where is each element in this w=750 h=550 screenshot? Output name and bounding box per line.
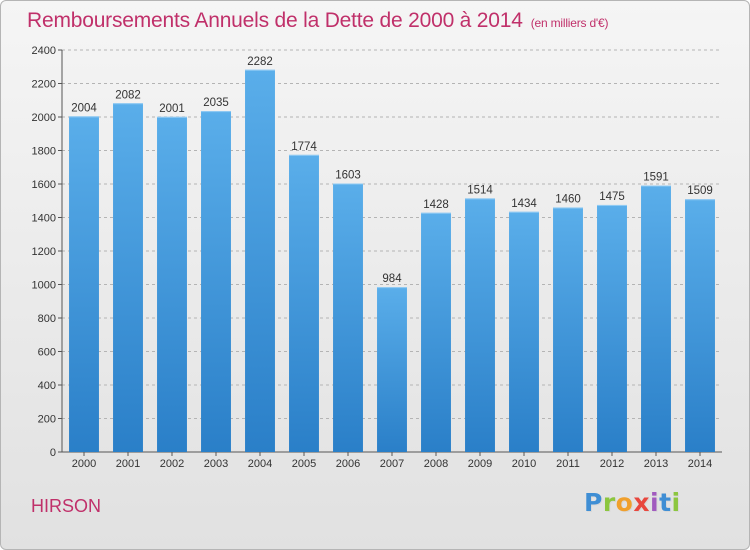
bar <box>69 116 99 452</box>
chart-title: Remboursements Annuels de la Dette de 20… <box>27 9 608 33</box>
data-label: 1603 <box>335 169 361 181</box>
bars <box>69 69 715 453</box>
data-label: 1460 <box>555 193 581 205</box>
data-label: 1475 <box>599 191 625 203</box>
y-tick-label: 800 <box>38 313 56 325</box>
bar <box>553 207 583 452</box>
data-label: 2004 <box>71 102 97 114</box>
y-tick-label: 1200 <box>32 246 56 258</box>
x-tick-label: 2002 <box>160 458 184 470</box>
bar <box>201 111 231 452</box>
x-tick-label: 2003 <box>204 458 228 470</box>
x-tick-label: 2013 <box>644 458 668 470</box>
data-label: 984 <box>382 273 402 285</box>
x-tick-label: 2014 <box>688 458 712 470</box>
x-tick-label: 2008 <box>424 458 448 470</box>
city-name: HIRSON <box>31 496 102 516</box>
data-label: 2282 <box>247 56 273 68</box>
bar <box>465 198 495 452</box>
logo-letter: o <box>615 488 634 517</box>
x-tick-label: 2004 <box>248 458 272 470</box>
data-label: 1591 <box>643 172 669 184</box>
bar <box>157 116 187 453</box>
x-tick-label: 2001 <box>116 458 140 470</box>
y-tick-label: 0 <box>50 447 56 459</box>
y-tick-label: 1000 <box>32 280 56 292</box>
bar <box>597 204 627 452</box>
labels: 0 200 400 600 800 1000 1200 1400 1600 1800 2000 220… <box>32 45 713 470</box>
bar <box>509 211 539 452</box>
x-tick-label: 2006 <box>336 458 360 470</box>
bar <box>113 103 143 452</box>
bar <box>421 212 451 452</box>
x-tick-label: 2012 <box>600 458 624 470</box>
y-tick-label: 1800 <box>32 146 56 158</box>
y-tick-label: 400 <box>38 380 56 392</box>
logo-letter: r <box>602 488 616 517</box>
data-label: 1774 <box>291 141 317 153</box>
bar <box>245 69 275 452</box>
x-tick-label: 2011 <box>556 458 580 470</box>
y-tick-label: 2200 <box>32 79 56 91</box>
x-tick-label: 2000 <box>72 458 96 470</box>
proxiti-logo: Proxiti <box>584 488 681 517</box>
x-tick-label: 2007 <box>380 458 404 470</box>
bar <box>641 185 671 452</box>
bar <box>685 199 715 452</box>
x-tick-label: 2009 <box>468 458 492 470</box>
data-label: 1514 <box>467 184 493 196</box>
data-label: 1428 <box>423 199 449 211</box>
logo-letter: i <box>671 488 681 517</box>
y-tick-label: 200 <box>38 414 56 426</box>
y-tick-label: 1600 <box>32 179 56 191</box>
data-label: 2082 <box>115 89 141 101</box>
y-tick-label: 2000 <box>32 112 56 124</box>
bar <box>333 183 363 452</box>
logo-letter: t <box>659 488 672 517</box>
bar <box>289 154 319 453</box>
data-label: 1434 <box>511 198 537 210</box>
x-tick-label: 2010 <box>512 458 536 470</box>
logo-letter: x <box>633 488 650 517</box>
y-tick-label: 2400 <box>32 45 56 57</box>
chart-title-text: Remboursements Annuels de la Dette de 20… <box>27 9 523 32</box>
data-label: 2001 <box>159 103 185 115</box>
data-label: 2035 <box>203 97 229 109</box>
logo-letter: i <box>650 488 660 517</box>
x-tick-label: 2005 <box>292 458 316 470</box>
bar <box>377 287 407 452</box>
y-tick-label: 600 <box>38 347 56 359</box>
data-label: 1509 <box>687 185 713 197</box>
logo-letter: P <box>584 488 603 517</box>
y-tick-label: 1400 <box>32 213 56 225</box>
chart-unit: (en milliers d'€) <box>530 16 609 30</box>
